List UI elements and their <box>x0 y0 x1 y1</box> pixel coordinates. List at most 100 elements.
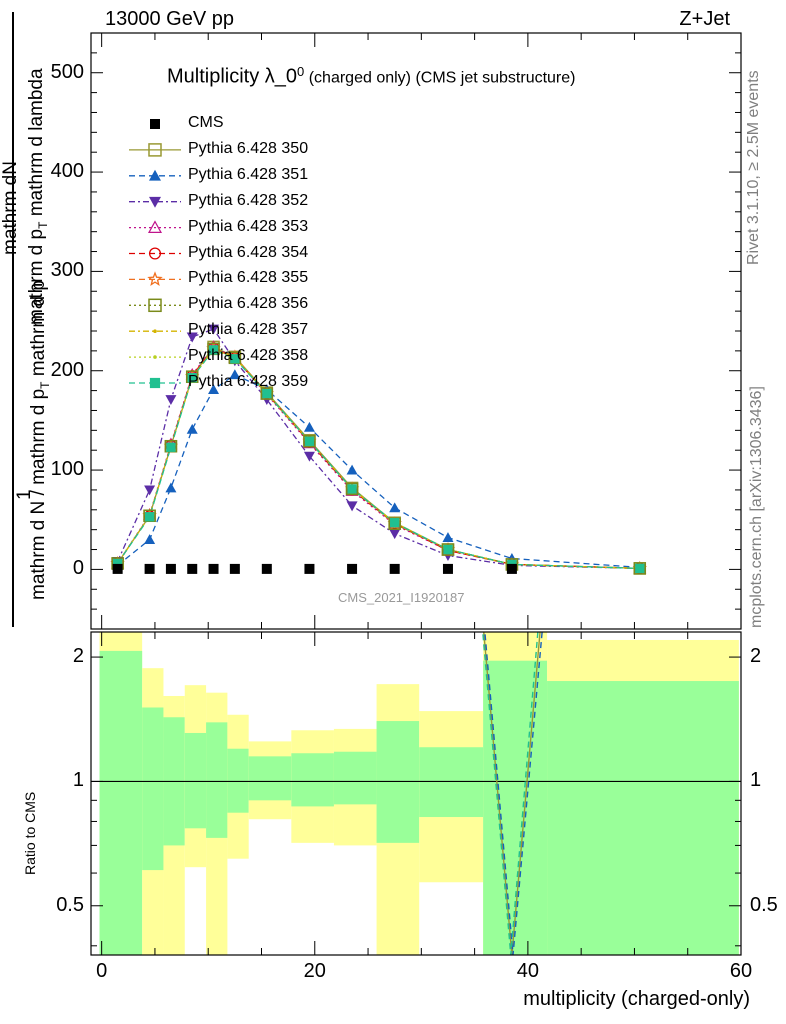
main-ylabel-fraction-bar <box>12 12 14 627</box>
series-9-point-7 <box>304 436 315 446</box>
series-9-point-2 <box>166 442 176 452</box>
series-2-point-1 <box>144 485 156 496</box>
series-2-point-2 <box>165 395 177 406</box>
legend-marker-6 <box>147 271 163 286</box>
series-6-point-7 <box>303 435 316 448</box>
main-ytick-label-200: 200 <box>50 358 84 381</box>
series-1-point-5 <box>229 369 241 380</box>
legend-marker-2 <box>149 169 161 181</box>
legend-marker-7 <box>148 298 162 313</box>
ratio-ytick-label-left-1: 1 <box>72 769 84 792</box>
rivet-version-label: Rivet 3.1.10, ≥ 2.5M events <box>745 70 762 265</box>
ratio-ylabel: Ratio to CMS <box>22 791 38 875</box>
plot-title-superscript: 0 <box>297 64 305 79</box>
series-9-point-9 <box>390 518 400 528</box>
series-9-point-5 <box>230 354 240 364</box>
cms-point-10 <box>442 563 453 574</box>
series-1-point-9 <box>389 502 401 513</box>
series-9-point-12 <box>635 563 645 574</box>
plot-title-main: Multiplicity λ_0 <box>167 65 298 88</box>
series-2-point-7 <box>303 451 315 462</box>
legend-marker-4 <box>147 220 163 233</box>
legend-marker-3 <box>149 196 161 208</box>
ratio-ytick-label-left-0.5: 0.5 <box>56 893 84 916</box>
series-2-point-4 <box>208 324 220 335</box>
legend-label-3: Pythia 6.428 352 <box>188 191 309 209</box>
mc-series-markers <box>110 324 648 575</box>
main-ytick-label-100: 100 <box>50 458 84 481</box>
series-6-point-8 <box>345 482 359 496</box>
cms-point-1 <box>144 563 155 574</box>
cms-point-7 <box>304 563 315 574</box>
series-6-point-10 <box>441 543 455 556</box>
main-ytick-label-500: 500 <box>50 60 84 83</box>
ratio-band-inner-7 <box>291 753 334 807</box>
ratio-ytick-label-left-2: 2 <box>72 645 84 668</box>
legend-marker-1 <box>148 143 162 157</box>
legend-label-5: Pythia 6.428 354 <box>188 243 309 261</box>
series-6-point-6 <box>260 387 274 400</box>
main-ytick-label-400: 400 <box>50 160 84 183</box>
series-9-point-6 <box>262 388 272 399</box>
series-1-point-3 <box>186 423 198 434</box>
mcplots-reference-label: mcplots.cern.ch [arXiv:1306.3436] <box>748 386 765 628</box>
legend-label-7: Pythia 6.428 356 <box>188 295 309 313</box>
ratio-band-inner-0 <box>99 650 143 955</box>
cms-point-6 <box>261 563 272 574</box>
cms-data-points <box>112 563 517 574</box>
series-2-point-3 <box>186 332 198 343</box>
ratio-band-inner-4 <box>206 722 228 838</box>
cms-point-4 <box>208 563 219 574</box>
legend-marker-cms <box>150 119 160 129</box>
ratio-curve-0 <box>483 632 541 955</box>
series-6-point-12 <box>633 562 647 575</box>
ratio-band-inner-8 <box>333 751 377 805</box>
series-9-point-1 <box>144 512 155 522</box>
ratio-ytick-label-right-2: 2 <box>750 645 762 668</box>
main-ylabel-lower: mathrm d N / mathrm d pT mathrm d p <box>28 280 52 600</box>
xtick-label-40: 40 <box>516 960 539 982</box>
cms-point-3 <box>187 563 198 574</box>
main-ylabel-upper-den-rest: mathrm d lambda <box>26 68 47 222</box>
main-ylabel-upper-den-main: mathrm d p <box>26 228 47 325</box>
cms-point-11 <box>506 563 517 574</box>
series-9-point-0 <box>112 558 123 569</box>
x-axis-label: multiplicity (charged-only) <box>523 988 750 1010</box>
ratio-band-inner-10 <box>419 747 484 818</box>
series-1-point-4 <box>208 384 220 395</box>
series-2-point-9 <box>389 529 401 540</box>
ratio-bands <box>91 632 741 955</box>
ratio-ytick-label-right-1: 1 <box>750 769 762 792</box>
series-1-point-7 <box>303 421 315 432</box>
analysis-watermark: CMS_2021_I1920187 <box>338 590 465 605</box>
legend-label-0: CMS <box>188 114 224 131</box>
ratio-curve-1 <box>484 632 543 955</box>
series-1-point-8 <box>346 464 358 475</box>
plot-title-rest: (charged only) (CMS jet substructure) <box>304 69 576 87</box>
ratio-frame <box>90 631 742 956</box>
ratio-curve-2 <box>482 632 539 955</box>
legend-marker-5 <box>148 247 162 260</box>
legend-label-8: Pythia 6.428 357 <box>188 321 309 339</box>
series-9-point-8 <box>347 484 357 494</box>
main-ytick-label-300: 300 <box>50 259 84 282</box>
legend-label-9: Pythia 6.428 358 <box>188 347 309 365</box>
legend-label-6: Pythia 6.428 355 <box>188 269 309 287</box>
legend-marker-10 <box>149 377 161 389</box>
legend-marker-9 <box>153 355 157 359</box>
ratio-ytick-label-right-0.5: 0.5 <box>750 893 778 916</box>
legend-label-2: Pythia 6.428 351 <box>188 165 309 183</box>
cms-point-2 <box>165 563 176 574</box>
ratio-band-inner-3 <box>184 732 207 829</box>
xtick-label-20: 20 <box>303 960 326 982</box>
main-ylabel-upper-den-sub: T <box>35 221 50 229</box>
series-line-1 <box>117 373 640 569</box>
legend-marker-8 <box>153 329 157 334</box>
header-process-label: Z+Jet <box>679 8 730 30</box>
axis-ticks <box>91 32 742 955</box>
main-ylabel-lower-den-sub: T <box>37 381 52 389</box>
series-9-point-10 <box>443 544 453 555</box>
series-2-point-8 <box>346 501 358 512</box>
cms-point-9 <box>389 563 400 574</box>
